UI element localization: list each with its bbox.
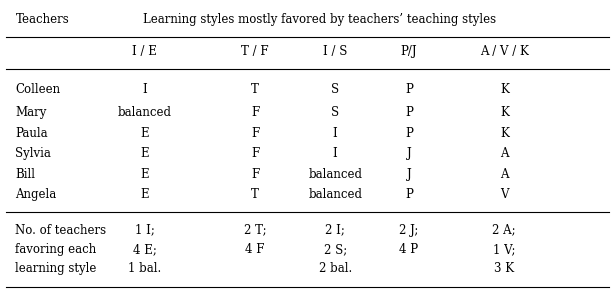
Text: A / V / K: A / V / K xyxy=(480,45,529,58)
Text: F: F xyxy=(251,127,260,140)
Text: F: F xyxy=(251,106,260,119)
Text: balanced: balanced xyxy=(308,168,362,181)
Text: A: A xyxy=(500,168,509,181)
Text: K: K xyxy=(500,83,509,96)
Text: 4 P: 4 P xyxy=(399,243,419,256)
Text: V: V xyxy=(500,188,509,201)
Text: 2 I;: 2 I; xyxy=(325,224,345,236)
Text: learning style: learning style xyxy=(15,263,97,275)
Text: K: K xyxy=(500,106,509,119)
Text: P/J: P/J xyxy=(400,45,418,58)
Text: K: K xyxy=(500,127,509,140)
Text: S: S xyxy=(331,106,339,119)
Text: 2 T;: 2 T; xyxy=(244,224,266,236)
Text: Colleen: Colleen xyxy=(15,83,60,96)
Text: P: P xyxy=(405,83,413,96)
Text: 1 bal.: 1 bal. xyxy=(128,263,161,275)
Text: I / E: I / E xyxy=(132,45,157,58)
Text: 4 F: 4 F xyxy=(245,243,265,256)
Text: 2 J;: 2 J; xyxy=(399,224,419,236)
Text: I: I xyxy=(333,127,338,140)
Text: balanced: balanced xyxy=(308,188,362,201)
Text: No. of teachers: No. of teachers xyxy=(15,224,106,236)
Text: T / F: T / F xyxy=(242,45,269,58)
Text: E: E xyxy=(140,147,149,160)
Text: P: P xyxy=(405,127,413,140)
Text: A: A xyxy=(500,147,509,160)
Text: P: P xyxy=(405,188,413,201)
Text: P: P xyxy=(405,106,413,119)
Text: Mary: Mary xyxy=(15,106,47,119)
Text: balanced: balanced xyxy=(117,106,172,119)
Text: 3 K: 3 K xyxy=(494,263,514,275)
Text: Angela: Angela xyxy=(15,188,57,201)
Text: J: J xyxy=(407,168,411,181)
Text: S: S xyxy=(331,83,339,96)
Text: T: T xyxy=(252,188,259,201)
Text: F: F xyxy=(251,147,260,160)
Text: Sylvia: Sylvia xyxy=(15,147,51,160)
Text: E: E xyxy=(140,168,149,181)
Text: Paula: Paula xyxy=(15,127,48,140)
Text: Teachers: Teachers xyxy=(15,13,69,25)
Text: J: J xyxy=(407,147,411,160)
Text: favoring each: favoring each xyxy=(15,243,97,256)
Text: 4 E;: 4 E; xyxy=(133,243,156,256)
Text: I / S: I / S xyxy=(323,45,347,58)
Text: 2 bal.: 2 bal. xyxy=(319,263,352,275)
Text: 1 V;: 1 V; xyxy=(493,243,515,256)
Text: E: E xyxy=(140,127,149,140)
Text: 2 A;: 2 A; xyxy=(493,224,516,236)
Text: I: I xyxy=(333,147,338,160)
Text: E: E xyxy=(140,188,149,201)
Text: Learning styles mostly favored by teachers’ teaching styles: Learning styles mostly favored by teache… xyxy=(143,13,496,25)
Text: F: F xyxy=(251,168,260,181)
Text: 1 I;: 1 I; xyxy=(135,224,154,236)
Text: 2 S;: 2 S; xyxy=(323,243,347,256)
Text: I: I xyxy=(142,83,147,96)
Text: T: T xyxy=(252,83,259,96)
Text: Bill: Bill xyxy=(15,168,36,181)
